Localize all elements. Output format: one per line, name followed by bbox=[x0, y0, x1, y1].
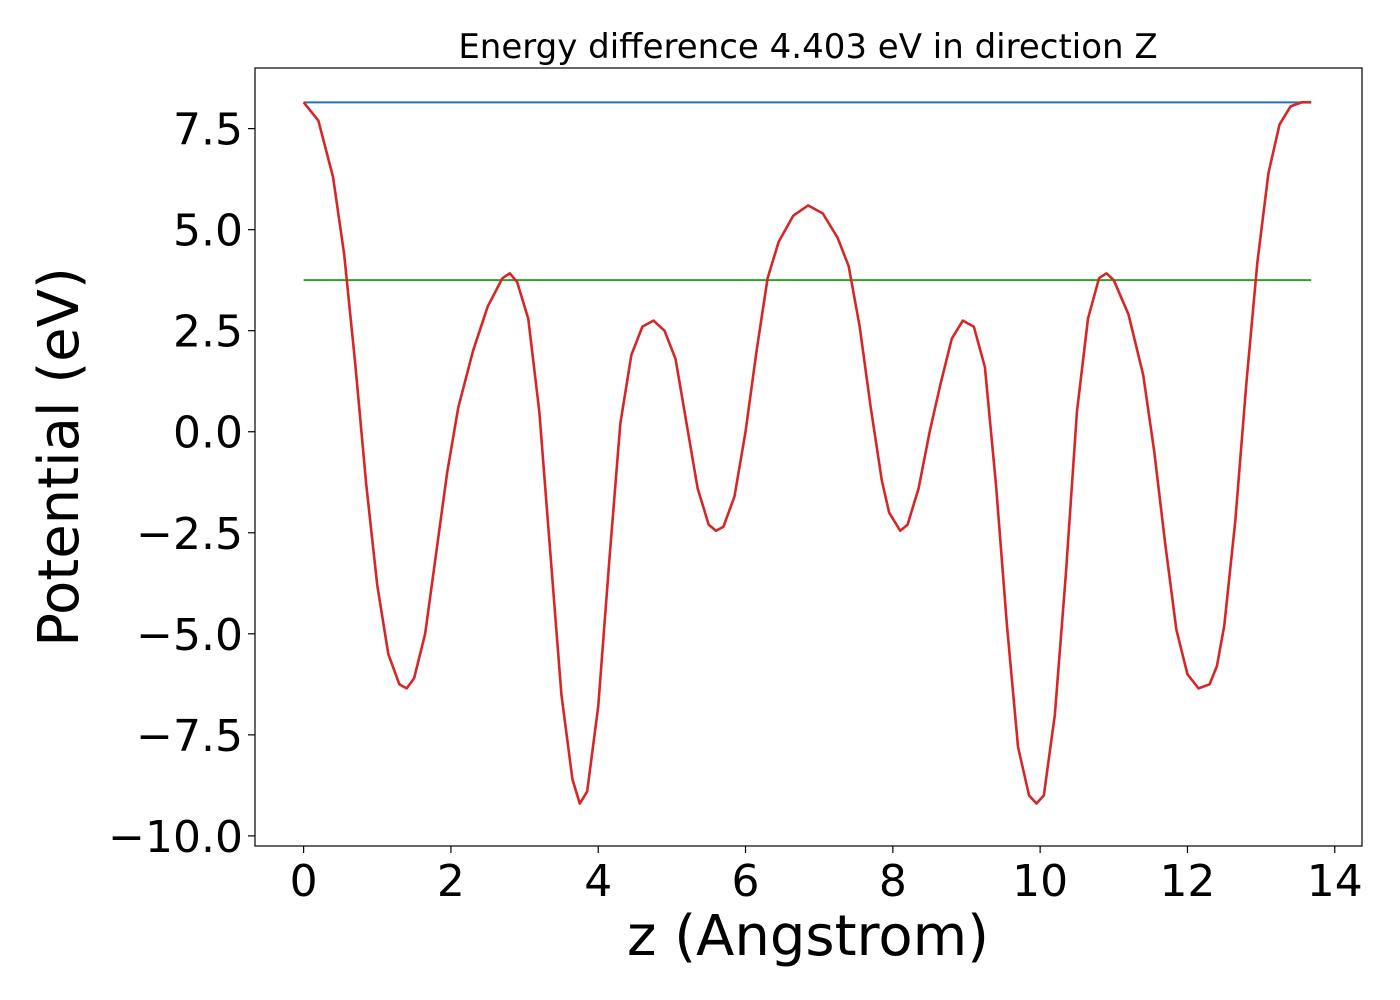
x-axis: 0 2 4 6 8 10 12 14 bbox=[290, 846, 1363, 907]
y-axis: −10.0 −7.5 −5.0 −2.5 0.0 2.5 5.0 7.5 bbox=[108, 105, 255, 863]
y-tick-label: 0.0 bbox=[173, 408, 243, 459]
x-tick-label: 8 bbox=[879, 856, 907, 907]
y-tick-label: −5.0 bbox=[136, 610, 243, 661]
x-tick-label: 4 bbox=[584, 856, 612, 907]
plot-frame bbox=[254, 67, 1363, 847]
series-line-0 bbox=[302, 101, 1312, 805]
x-tick-label: 6 bbox=[732, 856, 760, 907]
x-tick-label: 14 bbox=[1307, 856, 1363, 907]
y-axis-label: Potential (eV) bbox=[27, 267, 92, 647]
y-tick-label: −2.5 bbox=[136, 509, 243, 560]
y-tick-label: 7.5 bbox=[173, 105, 243, 156]
chart-title: Energy difference 4.403 eV in direction … bbox=[458, 27, 1157, 67]
series-layer bbox=[302, 101, 1312, 805]
y-tick-label: 5.0 bbox=[173, 206, 243, 257]
y-tick-label: −7.5 bbox=[136, 711, 243, 762]
x-tick-label: 10 bbox=[1012, 856, 1068, 907]
x-tick-label: 2 bbox=[437, 856, 465, 907]
y-tick-label: 2.5 bbox=[173, 307, 243, 358]
y-tick-label: −10.0 bbox=[108, 812, 243, 863]
x-tick-label: 12 bbox=[1159, 856, 1215, 907]
x-axis-label: z (Angstrom) bbox=[627, 904, 989, 969]
x-tick-label: 0 bbox=[290, 856, 318, 907]
